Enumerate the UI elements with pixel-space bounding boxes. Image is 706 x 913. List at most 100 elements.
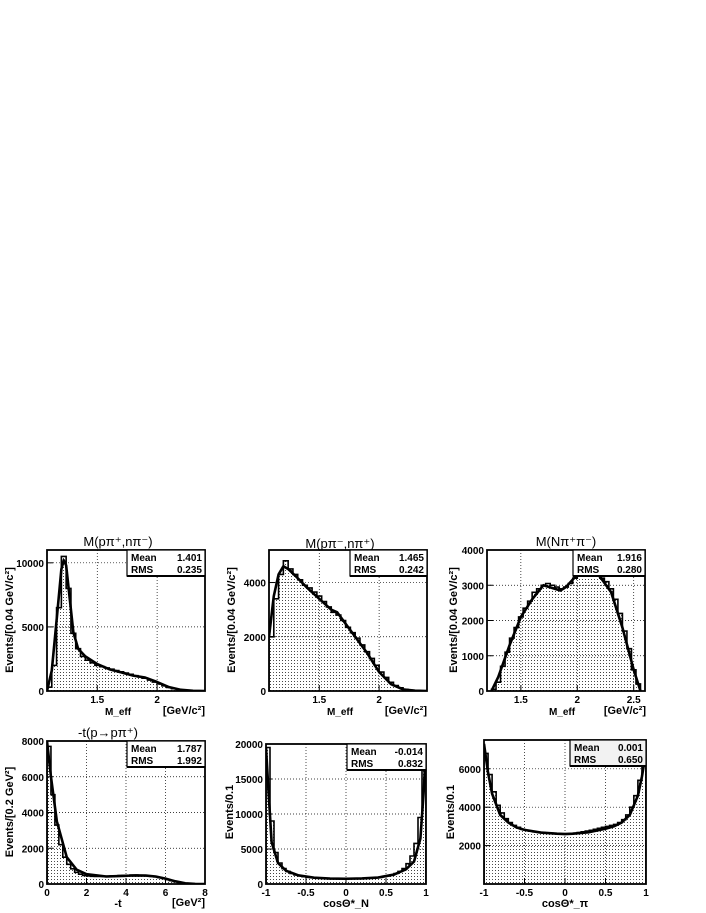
histogram-bar	[560, 833, 565, 884]
histogram-bar	[128, 674, 134, 691]
histogram-bar	[338, 878, 342, 884]
histogram-bar	[641, 761, 646, 884]
histogram-bar	[278, 863, 282, 884]
histogram-bar	[282, 868, 286, 884]
histogram-bar	[559, 588, 564, 691]
y-axis-label: Events/[0.2 GeV²]	[4, 766, 16, 857]
histogram-bar	[568, 583, 573, 691]
histogram-bar	[369, 658, 375, 691]
histogram-bar	[149, 876, 154, 884]
y-axis-label: Events/[0.04 GeV/c²]	[448, 567, 460, 673]
x-tick-label: 2	[575, 695, 581, 706]
histogram-bar	[145, 875, 150, 884]
histogram-bar	[70, 868, 75, 884]
histogram-bar	[548, 833, 553, 884]
x-axis-unit: [GeV²]	[172, 897, 205, 909]
histogram-bar	[528, 831, 533, 884]
x-tick-label: 1	[643, 888, 649, 899]
stats-value: 1.465	[399, 553, 424, 564]
y-tick-label: 20000	[235, 740, 263, 751]
y-tick-label: 10000	[16, 559, 44, 570]
y-tick-label: 4000	[459, 803, 482, 814]
y-tick-label: 6000	[22, 773, 45, 784]
x-tick-label: 0.5	[599, 888, 613, 899]
y-tick-label: 2000	[22, 844, 45, 855]
histogram-bar	[541, 585, 546, 691]
histogram-bar	[345, 627, 351, 691]
x-tick-label: 1.5	[312, 695, 326, 706]
y-tick-label: 2000	[244, 633, 267, 644]
histogram-bar	[336, 615, 341, 691]
histogram-bar	[590, 572, 596, 691]
histogram-bar	[80, 656, 86, 691]
histogram-bar	[340, 620, 346, 691]
histogram-bar	[410, 856, 414, 884]
histogram-bar	[613, 824, 618, 884]
histogram-bar	[514, 627, 519, 691]
histogram-bar	[342, 878, 346, 884]
stats-value: 1.401	[177, 553, 202, 564]
stats-label: Mean	[577, 553, 603, 564]
histogram-bar	[274, 852, 278, 884]
histogram-bar	[631, 669, 636, 691]
y-tick-label: 4000	[244, 579, 267, 590]
histogram-bar	[70, 633, 76, 691]
x-tick-label: -1	[480, 888, 489, 899]
histogram-bar	[609, 825, 614, 884]
y-tick-label: 0	[260, 687, 266, 698]
histogram-bar	[292, 574, 298, 691]
stats-label: Mean	[351, 747, 377, 758]
panel-cos-theta-pi: Events/0.1 cosΘ*_π -1 -0.5 0 0.5 1 2000 4000 60…	[445, 739, 649, 910]
panel-m-ppip-npim: M(pπ⁺,nπ⁻) Events/[0.04 GeV/c²] M_eff [G…	[4, 534, 206, 718]
panel-title: M(pπ⁺,nπ⁻)	[83, 534, 152, 549]
fit-curve	[484, 743, 646, 836]
histogram-bar	[346, 878, 350, 884]
y-axis-label: Events/0.1	[445, 785, 457, 839]
x-tick-label: 6	[163, 888, 169, 899]
histogram-bar	[622, 631, 627, 691]
y-tick-label: 6000	[459, 765, 482, 776]
histogram-bar	[484, 753, 489, 884]
y-tick-label: 4000	[22, 809, 45, 820]
y-tick-label: 5000	[241, 845, 264, 856]
histogram-bar	[122, 875, 126, 884]
stats-value: 0.280	[617, 565, 642, 576]
histogram-bar	[147, 680, 153, 691]
histogram-bar	[378, 877, 382, 884]
histogram-bar	[540, 832, 545, 884]
stats-label: Mean	[131, 744, 157, 755]
histogram-bar	[288, 568, 293, 691]
histogram-bar	[82, 875, 87, 884]
stats-value: 0.235	[177, 565, 202, 576]
histogram-bar	[394, 873, 398, 884]
histogram-bar	[169, 880, 174, 884]
histogram-bar	[266, 747, 270, 884]
histogram-bar	[61, 556, 67, 691]
histogram-bar	[104, 667, 110, 691]
x-tick-label: 0	[44, 888, 50, 899]
y-tick-label: 0	[257, 880, 263, 891]
x-tick-label: 1.5	[514, 695, 528, 706]
histogram-bar	[398, 871, 402, 884]
histogram-bar	[290, 873, 294, 884]
histogram-bar	[552, 833, 557, 884]
histogram-bar	[123, 673, 129, 691]
plot-area	[487, 550, 645, 691]
histogram-bar	[354, 878, 358, 884]
x-tick-label: 1	[423, 888, 429, 899]
histogram-bar	[98, 876, 103, 884]
histogram-bar	[302, 585, 308, 691]
histogram-bar	[166, 687, 172, 691]
histogram-bar	[599, 578, 605, 691]
fit-curve	[47, 558, 205, 691]
histogram-bar	[312, 592, 317, 691]
histogram-bar	[504, 818, 509, 884]
histogram-bar	[298, 875, 302, 884]
histogram-bar	[536, 588, 542, 691]
histogram-bar	[573, 833, 578, 884]
histogram-bar	[393, 685, 399, 691]
histogram-bar	[577, 832, 582, 884]
y-tick-label: 0	[478, 687, 484, 698]
histogram-bar	[133, 675, 138, 691]
histogram-bar	[597, 828, 602, 884]
